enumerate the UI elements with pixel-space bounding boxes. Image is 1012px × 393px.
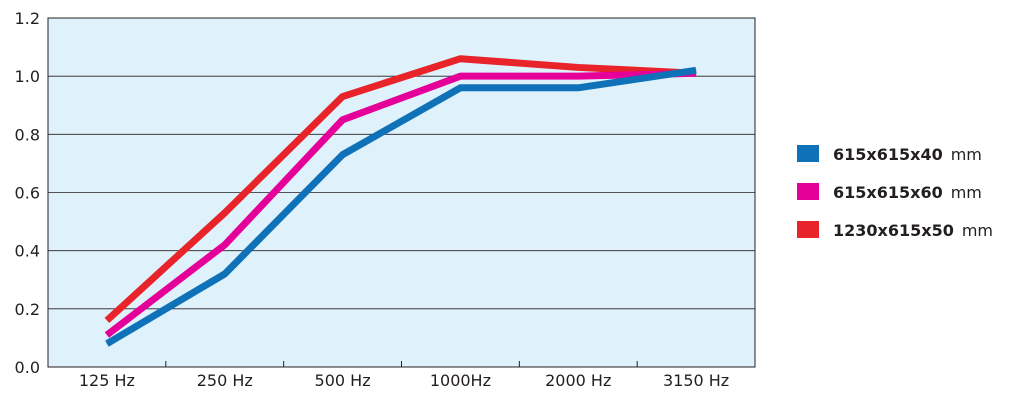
- legend-swatch: [797, 183, 819, 200]
- legend-swatch: [797, 221, 819, 238]
- series-line-615x615x40: [105, 66, 697, 347]
- y-tick-label: 0.0: [15, 358, 40, 377]
- y-tick-label: 1.2: [15, 9, 40, 28]
- legend-unit: mm: [951, 145, 982, 164]
- y-tick-label: 0.6: [15, 184, 40, 203]
- series-line-1230x615x50: [104, 55, 697, 324]
- x-tick-label: 250 Hz: [197, 371, 253, 390]
- x-axis-ticks: [165, 361, 638, 367]
- legend: 615x615x40 mm 615x615x60 mm 1230x615x50 mm: [797, 145, 993, 240]
- series-line-615x615x60: [104, 69, 697, 338]
- y-axis-tick-labels: 0.0 0.2 0.4 0.6 0.8 1.0 1.2: [15, 9, 40, 377]
- x-tick-label: 125 Hz: [79, 371, 135, 390]
- y-tick-label: 0.2: [15, 300, 40, 319]
- y-tick-label: 0.8: [15, 125, 40, 144]
- legend-unit: mm: [962, 221, 993, 240]
- legend-unit: mm: [951, 183, 982, 202]
- series-lines: [104, 55, 697, 347]
- legend-label: 615x615x60: [833, 183, 943, 202]
- y-tick-label: 0.4: [15, 242, 40, 261]
- legend-label: 1230x615x50: [833, 221, 954, 240]
- x-tick-label: 500 Hz: [315, 371, 371, 390]
- y-tick-label: 1.0: [15, 67, 40, 86]
- x-tick-label: 3150 Hz: [663, 371, 729, 390]
- legend-label: 615x615x40: [833, 145, 943, 164]
- x-tick-label: 1000Hz: [430, 371, 491, 390]
- legend-swatch: [797, 145, 819, 162]
- x-axis-tick-labels: 125 Hz 250 Hz 500 Hz 1000Hz 2000 Hz 3150 Hz: [79, 371, 729, 390]
- plot-frame: [47, 17, 756, 368]
- x-tick-label: 2000 Hz: [545, 371, 611, 390]
